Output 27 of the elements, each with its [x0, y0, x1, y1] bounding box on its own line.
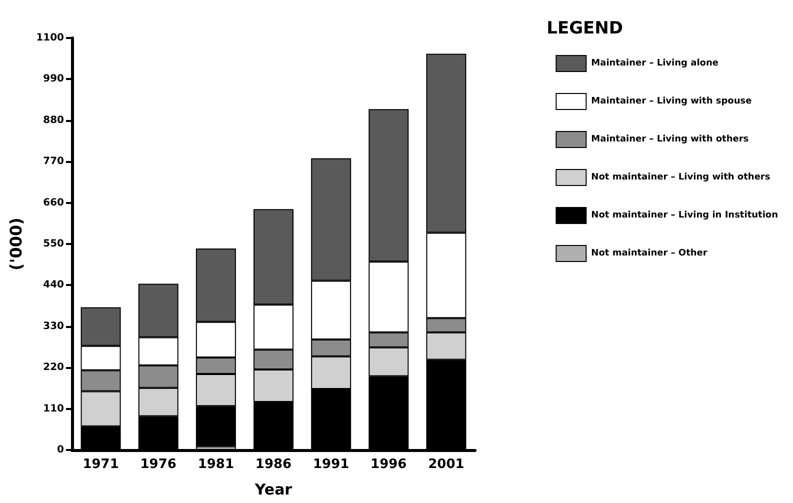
legend-title: LEGEND [546, 18, 624, 38]
y-tick-label: 770 [43, 156, 64, 168]
y-tick-label: 880 [43, 114, 64, 126]
x-tick-label: 1971 [82, 457, 119, 472]
y-tick-label: 990 [43, 74, 64, 85]
x-tick-label: 1986 [255, 457, 292, 472]
y-tick-label: 330 [43, 320, 64, 332]
legend-label: Not maintainer – Living in Institution [591, 210, 778, 220]
y-tick-label: 110 [43, 403, 64, 414]
y-tick-label: 440 [43, 280, 64, 291]
x-tick-label: 1976 [140, 457, 176, 472]
y-tick-label: 550 [43, 238, 64, 250]
x-tick-label: 1991 [312, 457, 350, 472]
legend-label: Not maintainer – Other [591, 248, 708, 258]
y-tick-label: 0 [57, 444, 64, 456]
x-axis-title: Year [254, 480, 293, 498]
y-tick-label: 660 [43, 197, 64, 208]
legend-label: Not maintainer – Living with others [591, 172, 770, 182]
legend-label: Maintainer – Living with spouse [591, 96, 752, 106]
legend-label: Maintainer – Living alone [591, 58, 718, 68]
x-tick-label: 2001 [428, 457, 464, 472]
y-tick-label: 220 [43, 362, 64, 374]
x-tick-label: 1981 [198, 457, 234, 472]
y-axis-title: ('000) [6, 218, 26, 270]
y-tick-label: 1100 [36, 32, 64, 44]
x-tick-label: 1996 [370, 457, 407, 472]
legend-label: Maintainer – Living with others [591, 134, 749, 144]
